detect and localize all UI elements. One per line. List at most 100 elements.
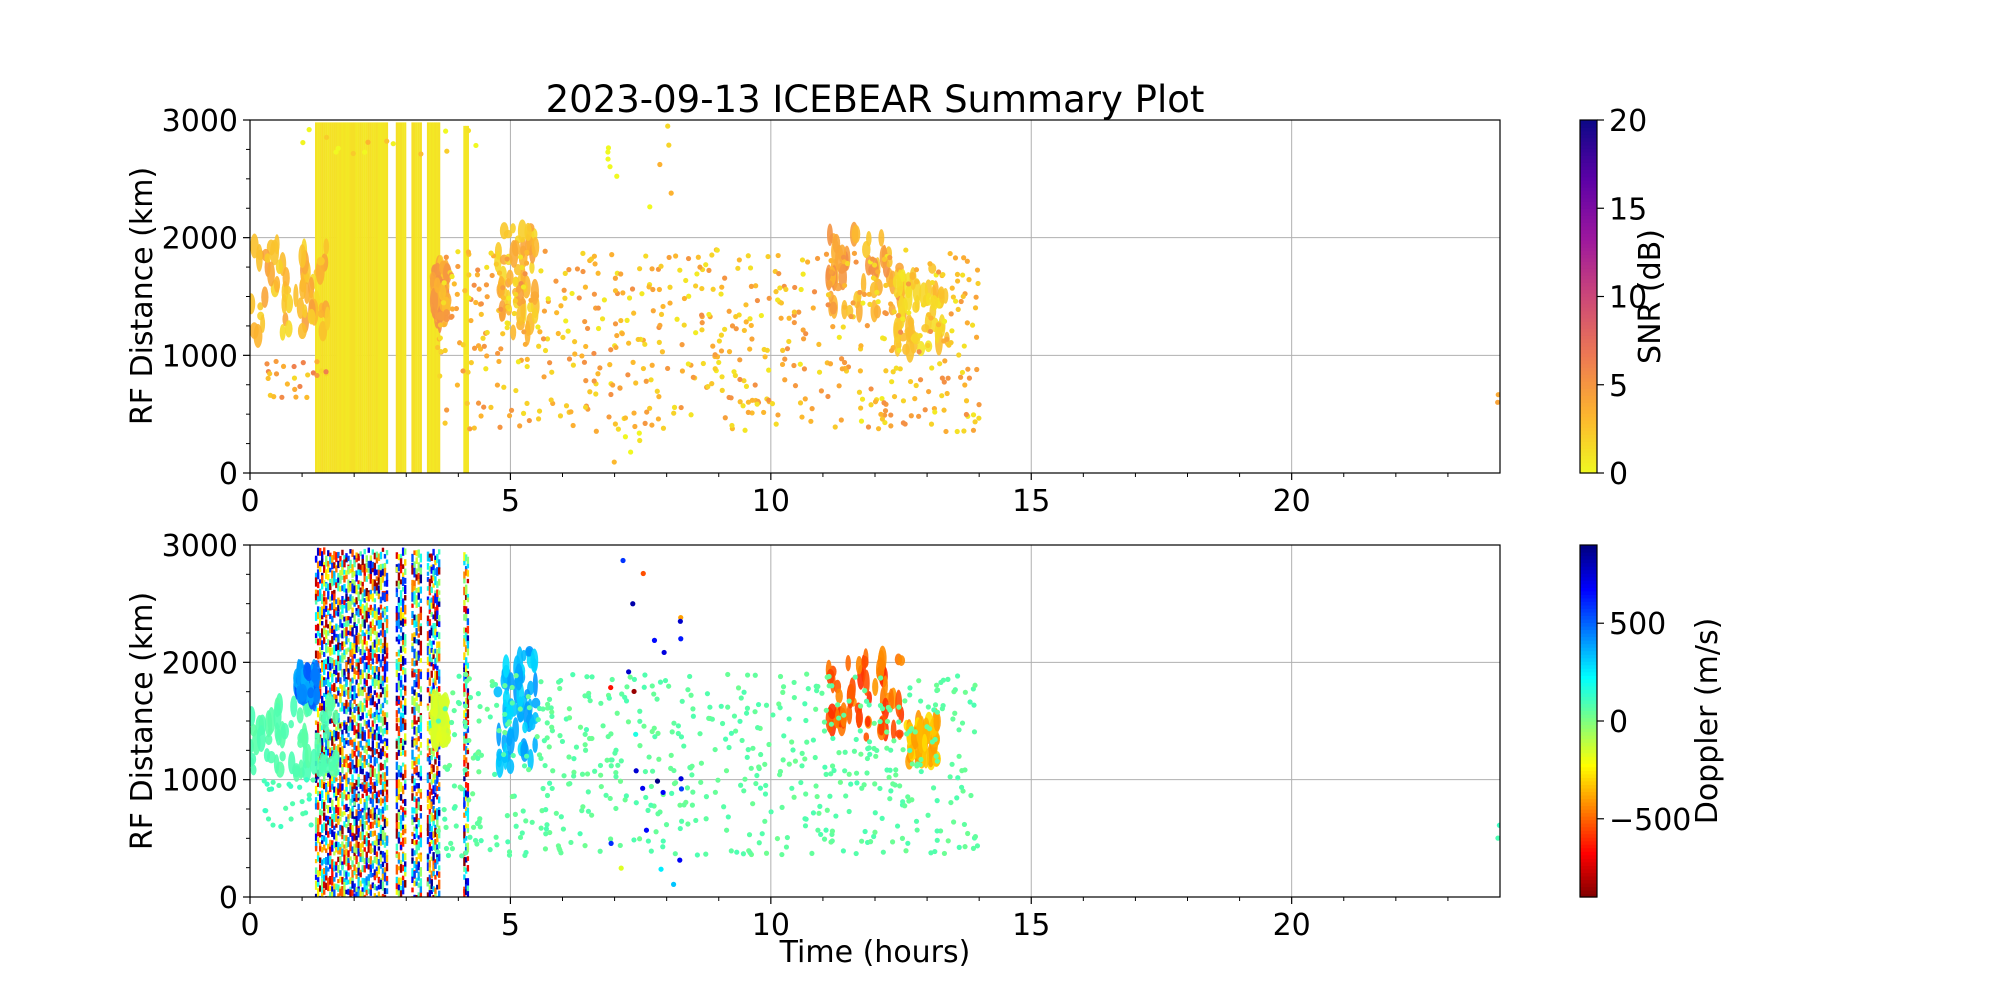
band-dot bbox=[339, 847, 342, 855]
band-dot bbox=[373, 604, 377, 611]
band-dot bbox=[415, 720, 418, 725]
band-dot bbox=[347, 656, 350, 665]
data-point bbox=[573, 744, 580, 750]
echo-stroke bbox=[905, 284, 913, 311]
data-point bbox=[667, 284, 673, 290]
band-dot bbox=[379, 879, 383, 890]
band-dot bbox=[464, 606, 468, 615]
echo-stroke bbox=[307, 308, 316, 325]
band-dot bbox=[381, 789, 385, 797]
data-point bbox=[699, 285, 705, 292]
data-point bbox=[654, 778, 661, 784]
band-dot bbox=[463, 614, 466, 621]
data-point bbox=[656, 339, 662, 345]
data-point bbox=[779, 804, 785, 810]
data-point bbox=[879, 396, 885, 402]
band-dot bbox=[385, 821, 389, 827]
data-point bbox=[544, 720, 550, 726]
data-point bbox=[633, 731, 639, 737]
band-dot bbox=[415, 756, 418, 765]
band-dot bbox=[415, 669, 418, 674]
band-dot bbox=[339, 775, 342, 785]
band-dot bbox=[353, 750, 356, 757]
band-dot bbox=[379, 840, 383, 846]
data-point bbox=[440, 300, 447, 306]
data-point bbox=[589, 812, 595, 818]
band-dot bbox=[381, 893, 385, 897]
band-dot bbox=[436, 631, 439, 638]
band-dot bbox=[349, 722, 352, 731]
band-dot bbox=[333, 743, 336, 751]
band-dot bbox=[399, 751, 403, 757]
band-dot bbox=[367, 634, 370, 640]
band-dot bbox=[434, 680, 437, 686]
data-point bbox=[441, 806, 447, 813]
echo-stroke bbox=[529, 261, 535, 274]
band-dot bbox=[349, 691, 352, 699]
band-dot bbox=[464, 790, 468, 799]
data-point bbox=[722, 275, 728, 281]
band-dot bbox=[345, 740, 348, 745]
band-dot bbox=[411, 671, 414, 678]
band-dot bbox=[371, 579, 375, 586]
band-dot bbox=[331, 840, 334, 846]
data-point bbox=[548, 397, 554, 403]
band-dot bbox=[466, 597, 470, 603]
data-point bbox=[471, 425, 477, 431]
band-dot bbox=[316, 837, 320, 844]
band-dot bbox=[323, 597, 326, 602]
data-point bbox=[640, 570, 646, 577]
band-dot bbox=[325, 784, 328, 794]
colorbar-segment bbox=[1580, 608, 1597, 613]
data-point bbox=[462, 703, 469, 709]
band-dot bbox=[428, 696, 432, 703]
band-dot bbox=[341, 670, 344, 678]
band-dot bbox=[349, 889, 352, 897]
band-dot bbox=[355, 835, 358, 841]
data-point bbox=[536, 408, 543, 414]
band-dot bbox=[419, 567, 423, 576]
band-dot bbox=[331, 615, 334, 623]
band-dot bbox=[428, 619, 432, 626]
band-dot bbox=[320, 606, 324, 615]
band-dot bbox=[355, 840, 358, 851]
band-dot bbox=[335, 787, 338, 797]
band-dot bbox=[365, 801, 368, 810]
band-dot bbox=[377, 607, 381, 615]
data-point bbox=[542, 762, 548, 769]
band-dot bbox=[371, 568, 375, 573]
band-dot bbox=[365, 672, 368, 680]
band-dot bbox=[369, 864, 373, 874]
data-point bbox=[805, 686, 811, 692]
band-dot bbox=[357, 741, 360, 751]
data-point bbox=[718, 332, 725, 338]
data-point bbox=[484, 294, 490, 300]
band-dot bbox=[401, 889, 405, 895]
band-dot bbox=[359, 716, 362, 721]
data-point bbox=[888, 423, 894, 429]
data-point bbox=[725, 704, 731, 710]
colorbar-segment bbox=[1580, 847, 1597, 852]
band-dot bbox=[343, 569, 346, 575]
band-dot bbox=[375, 748, 379, 754]
data-point bbox=[580, 250, 586, 256]
data-point bbox=[435, 718, 442, 724]
band-dot bbox=[361, 639, 364, 647]
colorbar-segment bbox=[1580, 611, 1597, 616]
band-dot bbox=[347, 638, 350, 643]
echo-stroke bbox=[512, 276, 519, 288]
band-dot bbox=[383, 717, 387, 725]
band-dot bbox=[369, 732, 373, 739]
echo-stroke bbox=[878, 229, 885, 247]
data-point bbox=[809, 406, 815, 412]
band-dot bbox=[341, 549, 344, 556]
band-dot bbox=[325, 557, 328, 567]
band-dot bbox=[369, 814, 373, 819]
band-dot bbox=[383, 580, 387, 587]
data-point bbox=[642, 420, 648, 426]
data-point bbox=[850, 300, 856, 306]
band-dot bbox=[361, 593, 364, 602]
data-point bbox=[631, 410, 637, 416]
band-dot bbox=[419, 824, 423, 833]
band-dot bbox=[349, 856, 352, 861]
